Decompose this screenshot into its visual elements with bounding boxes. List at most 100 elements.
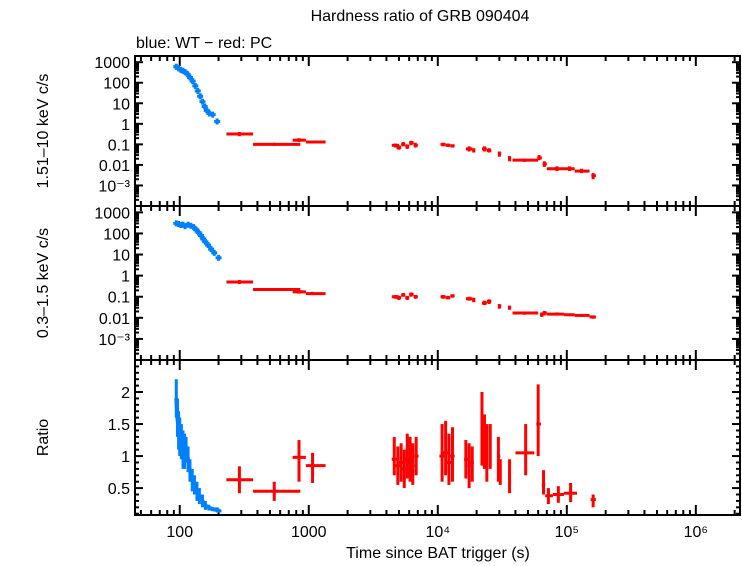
data-point bbox=[589, 315, 596, 319]
data-point bbox=[212, 507, 218, 512]
data-point bbox=[563, 166, 575, 172]
y-axis-label: 1.51–10 keV c/s bbox=[35, 74, 52, 189]
data-point bbox=[481, 300, 487, 306]
data-point bbox=[215, 254, 222, 261]
y-tick-label: 10⁻³ bbox=[98, 178, 130, 195]
data-point bbox=[197, 495, 205, 502]
data-point bbox=[405, 144, 410, 149]
data-point bbox=[195, 490, 202, 498]
series-pc bbox=[226, 384, 596, 508]
data-point bbox=[226, 131, 254, 137]
y-tick-label: 10 bbox=[112, 96, 130, 113]
data-point bbox=[472, 297, 476, 303]
data-point bbox=[305, 452, 326, 483]
data-point bbox=[470, 446, 474, 482]
data-point bbox=[450, 294, 455, 298]
data-point bbox=[184, 449, 191, 460]
data-point bbox=[292, 289, 306, 294]
panels: 1.51–10 keV c/s 1000 100 10 1 0.1 0.01 10⁻³ 0.3–… bbox=[35, 55, 741, 541]
y-tick-label: 1 bbox=[121, 449, 130, 466]
data-point bbox=[398, 443, 404, 482]
data-point bbox=[574, 168, 590, 174]
data-point bbox=[446, 433, 452, 485]
series-pc bbox=[226, 131, 596, 180]
data-point bbox=[188, 470, 195, 481]
data-point bbox=[205, 242, 212, 249]
data-point bbox=[174, 398, 180, 418]
data-point bbox=[563, 482, 578, 503]
x-tick-label: 10⁴ bbox=[425, 524, 450, 541]
data-point bbox=[410, 443, 415, 485]
panel-hard-band: 1.51–10 keV c/s 1000 100 10 1 0.1 0.01 10⁻³ bbox=[35, 55, 741, 207]
data-point bbox=[497, 151, 502, 157]
data-point bbox=[253, 481, 301, 501]
data-point bbox=[190, 479, 197, 486]
data-point bbox=[208, 505, 214, 512]
y-tick-label: 0.1 bbox=[108, 137, 130, 154]
data-point bbox=[498, 459, 502, 485]
data-point bbox=[515, 424, 535, 476]
plot-frame bbox=[134, 359, 741, 516]
y-tick-label: 100 bbox=[103, 226, 130, 243]
data-point bbox=[486, 148, 492, 153]
data-point bbox=[512, 311, 539, 315]
panel-soft-band: 0.3–1.5 keV c/s 1000 100 10 1 0.1 0.01 10⁻³ bbox=[35, 205, 741, 361]
data-point bbox=[189, 78, 196, 85]
data-point bbox=[409, 140, 414, 146]
data-point bbox=[405, 433, 410, 479]
data-point bbox=[253, 142, 301, 146]
data-point bbox=[464, 440, 469, 479]
data-point bbox=[391, 436, 397, 476]
data-point bbox=[226, 280, 254, 285]
data-point bbox=[401, 142, 406, 147]
data-point bbox=[292, 440, 306, 482]
data-point bbox=[450, 427, 455, 482]
y-tick-label: 1000 bbox=[94, 55, 130, 72]
data-point bbox=[450, 144, 455, 148]
x-tick-label: 100 bbox=[166, 524, 193, 541]
data-point bbox=[545, 488, 553, 505]
data-point bbox=[305, 291, 326, 296]
data-point bbox=[536, 384, 541, 457]
series-pc bbox=[226, 280, 596, 319]
data-point bbox=[204, 503, 210, 510]
data-point bbox=[486, 299, 492, 305]
y-tick-label: 1.5 bbox=[108, 417, 130, 434]
y-tick-label: 0.01 bbox=[99, 158, 130, 175]
x-tick-label: 1000 bbox=[291, 524, 327, 541]
data-point bbox=[401, 293, 406, 297]
data-point bbox=[488, 424, 492, 469]
data-point bbox=[445, 295, 451, 300]
data-point bbox=[405, 295, 410, 300]
y-tick-label: 1000 bbox=[94, 205, 130, 222]
data-point bbox=[200, 499, 208, 507]
x-tick-label: 10⁶ bbox=[684, 524, 708, 541]
data-point bbox=[537, 155, 542, 161]
y-tick-label: 2 bbox=[121, 385, 130, 402]
data-point bbox=[402, 449, 407, 489]
data-point bbox=[485, 424, 489, 482]
data-point bbox=[413, 142, 418, 148]
x-tick-label: 10⁵ bbox=[555, 524, 579, 541]
data-point bbox=[552, 486, 564, 503]
chart-title: Hardness ratio of GRB 090404 bbox=[311, 8, 530, 25]
data-point bbox=[216, 508, 221, 513]
data-point bbox=[179, 441, 185, 451]
data-point bbox=[175, 417, 181, 431]
data-point bbox=[186, 74, 193, 81]
y-tick-label: 1 bbox=[121, 269, 130, 286]
data-point bbox=[253, 287, 301, 291]
data-point bbox=[226, 466, 254, 494]
series-wt bbox=[174, 379, 222, 513]
y-axis-label: 0.3–1.5 keV c/s bbox=[35, 228, 52, 338]
y-tick-label: 1 bbox=[121, 117, 130, 134]
data-point bbox=[542, 311, 547, 316]
data-point bbox=[591, 173, 596, 180]
data-point bbox=[472, 148, 476, 153]
data-point bbox=[396, 145, 402, 150]
data-point bbox=[508, 459, 512, 494]
data-point bbox=[214, 118, 221, 125]
series-wt bbox=[173, 63, 221, 125]
data-point bbox=[409, 292, 414, 297]
data-point bbox=[574, 313, 590, 317]
